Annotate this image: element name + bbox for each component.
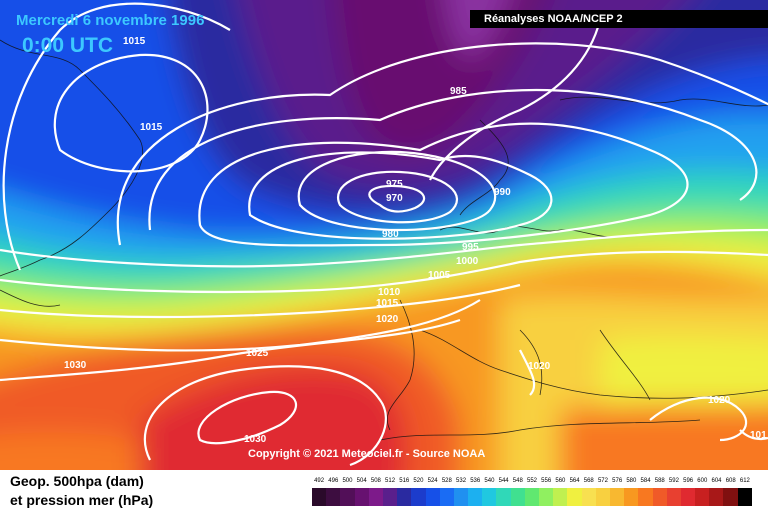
scale-swatch <box>638 488 653 506</box>
isobar-label: 1010 <box>378 287 401 298</box>
scale-swatch <box>695 488 710 506</box>
scale-value: 592 <box>668 478 679 484</box>
legend-line-2: et pression mer (hPa) <box>10 492 154 508</box>
isobar-label: 970 <box>386 193 403 204</box>
scale-value: 604 <box>711 478 722 484</box>
coastlines <box>0 39 768 441</box>
isobar-label: 1005 <box>428 270 451 281</box>
scale-swatch <box>496 488 511 506</box>
scale-value: 544 <box>498 478 509 484</box>
isobar-label: 1030 <box>244 434 267 445</box>
isobar-label: 1030 <box>64 360 87 371</box>
map-time: 0:00 UTC <box>22 34 114 57</box>
isobar-label: 995 <box>462 242 479 253</box>
scale-swatch <box>581 488 596 506</box>
scale-swatch <box>666 488 681 506</box>
scale-swatch <box>312 488 327 506</box>
scale-swatch <box>368 488 383 506</box>
scale-swatch <box>723 488 738 506</box>
isobar-label: 1015 <box>140 122 163 133</box>
scale-value: 496 <box>328 478 339 484</box>
scale-value: 512 <box>385 478 396 484</box>
scale-swatch <box>453 488 469 506</box>
color-scale-labels: 492 496 500 504 508 512 516 520 524 528 532 536 540 5… <box>312 478 752 488</box>
scale-value: 556 <box>541 478 552 484</box>
scale-swatch <box>709 488 724 506</box>
scale-swatch <box>326 488 341 506</box>
color-scale-bar <box>312 488 752 506</box>
legend-title: Geop. 500hpa (dam) et pression mer (hPa) <box>10 472 153 510</box>
scale-swatch <box>482 488 497 506</box>
scale-value: 580 <box>626 478 637 484</box>
scale-value: 572 <box>597 478 608 484</box>
scale-swatch <box>553 488 568 506</box>
isobar-label: 1025 <box>246 348 269 359</box>
scale-swatch <box>468 488 483 506</box>
scale-value: 584 <box>640 478 651 484</box>
scale-value: 588 <box>654 478 665 484</box>
copyright-text: Copyright © 2021 Meteociel.fr - Source N… <box>248 448 486 460</box>
isobar-label: 975 <box>386 179 403 190</box>
isobar-label: 1000 <box>456 256 479 267</box>
source-banner: Réanalyses NOAA/NCEP 2 <box>470 10 768 28</box>
isobar-label: 1020 <box>708 395 731 406</box>
scale-swatch <box>595 488 610 506</box>
scale-value: 516 <box>399 478 410 484</box>
isobar-label: 1015 <box>123 36 146 47</box>
scale-value: 564 <box>569 478 580 484</box>
scale-swatch <box>340 488 355 506</box>
scale-swatch <box>524 488 539 506</box>
map-date: Mercredi 6 novembre 1996 <box>16 12 205 29</box>
scale-swatch <box>397 488 412 506</box>
scale-swatch <box>609 488 625 506</box>
isobars <box>0 2 768 467</box>
weather-map: 1015 1015 985 975 970 990 980 995 1000 1… <box>0 0 768 470</box>
scale-swatch <box>680 488 696 506</box>
scale-value: 532 <box>456 478 467 484</box>
legend-line-1: Geop. 500hpa (dam) <box>10 473 144 489</box>
scale-value: 600 <box>697 478 708 484</box>
scale-value: 608 <box>725 478 736 484</box>
isobar-label: 990 <box>494 187 511 198</box>
isobar-label: 985 <box>450 86 467 97</box>
isobar-label: 980 <box>382 229 399 240</box>
scale-swatch <box>737 488 752 506</box>
scale-value: 540 <box>484 478 495 484</box>
scale-value: 560 <box>555 478 566 484</box>
scale-value: 568 <box>583 478 594 484</box>
scale-swatch <box>652 488 667 506</box>
scale-value: 548 <box>512 478 523 484</box>
scale-swatch <box>439 488 454 506</box>
scale-swatch <box>510 488 525 506</box>
scale-swatch <box>354 488 369 506</box>
isobar-label: 1015 <box>376 298 399 309</box>
scale-swatch <box>411 488 426 506</box>
scale-swatch <box>425 488 440 506</box>
scale-swatch <box>624 488 639 506</box>
scale-value: 500 <box>342 478 353 484</box>
geopotential-field <box>0 0 768 470</box>
scale-value: 528 <box>441 478 452 484</box>
scale-value: 576 <box>612 478 623 484</box>
scale-swatch <box>382 488 398 506</box>
scale-value: 612 <box>739 478 750 484</box>
isobar-label: 1020 <box>376 314 399 325</box>
scale-value: 524 <box>427 478 438 484</box>
scale-value: 504 <box>356 478 367 484</box>
isobar-label: 1020 <box>528 361 551 372</box>
scale-value: 596 <box>683 478 694 484</box>
scale-swatch <box>539 488 554 506</box>
isobar-labels: 1015 1015 985 975 970 990 980 995 1000 1… <box>64 36 767 445</box>
isobar-label: 101 <box>750 430 767 441</box>
scale-value: 552 <box>526 478 538 484</box>
scale-value: 508 <box>370 478 381 484</box>
scale-swatch <box>567 488 582 506</box>
scale-value: 520 <box>413 478 424 484</box>
scale-value: 492 <box>314 478 325 484</box>
scale-value: 536 <box>470 478 481 484</box>
